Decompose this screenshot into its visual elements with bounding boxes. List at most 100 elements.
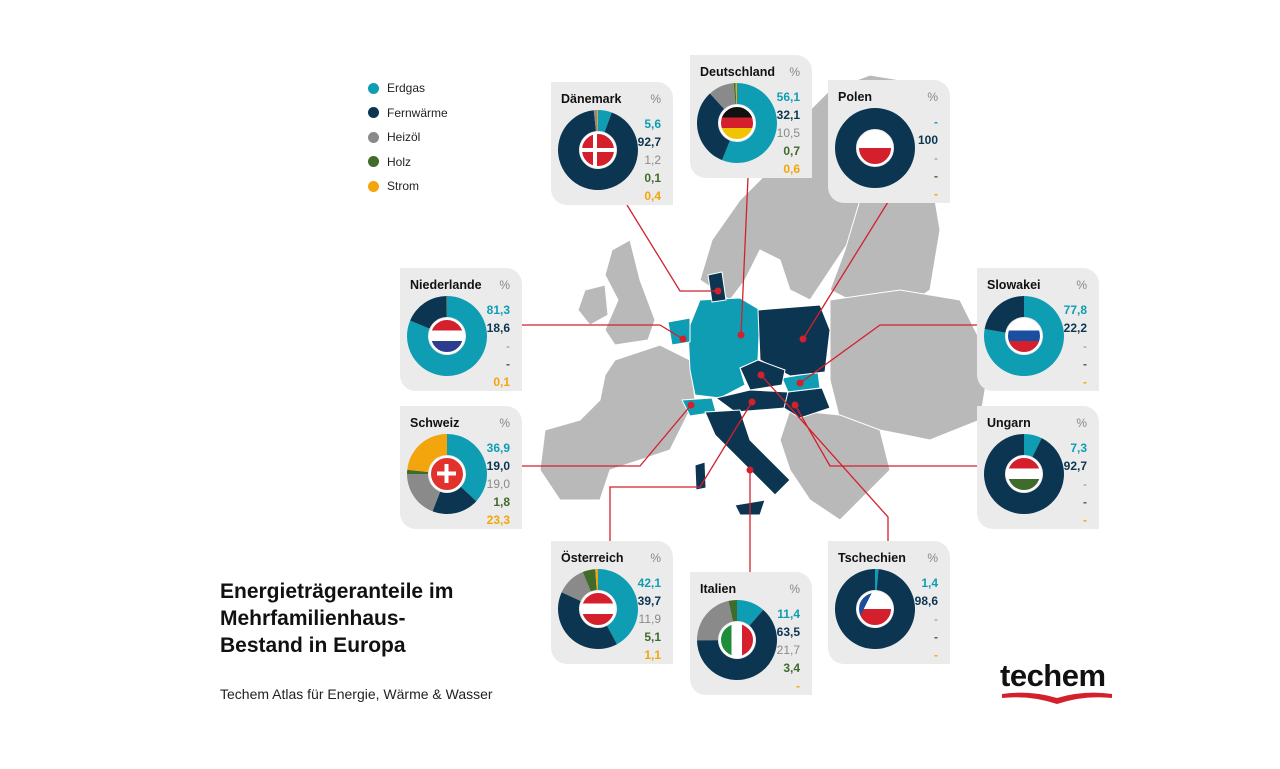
donut-chart <box>984 434 1064 514</box>
connector-line <box>609 401 753 541</box>
denmark-flag-icon <box>580 132 616 168</box>
value-strom: 0,1 <box>493 375 510 389</box>
donut-slice-strom <box>735 83 737 105</box>
value-strom: 23,3 <box>486 513 510 527</box>
value-erdgas: 1,4 <box>921 576 938 590</box>
donut-chart <box>697 83 777 163</box>
value-heizöl: 10,5 <box>776 126 800 140</box>
donut-slice-fernwärme <box>984 434 1064 514</box>
donut-slice-fernwärme <box>697 609 777 680</box>
country-name: Dänemark <box>561 92 622 106</box>
value-erdgas: - <box>934 115 938 129</box>
value-list: 36,9 19,0 19,0 1,8 23,3 <box>487 439 510 529</box>
location-dot <box>679 335 687 343</box>
value-erdgas: 7,3 <box>1070 441 1087 455</box>
map-ireland <box>577 284 609 326</box>
donut-slice-fernwärme <box>410 296 447 329</box>
connector-line <box>522 324 684 340</box>
country-card: Niederlande % 81,3 18,6 - - 0,1 <box>400 268 522 391</box>
value-fernwärme: 32,1 <box>776 108 800 122</box>
country-card: Tschechien % 1,4 98,6 - - - <box>828 541 950 664</box>
value-holz: 5,1 <box>644 630 661 644</box>
donut-slice-erdgas <box>598 110 612 133</box>
unit-label: % <box>499 416 510 430</box>
techem-logo: techem <box>1000 660 1114 706</box>
donut-slice-strom <box>596 110 598 132</box>
donut-slice-erdgas <box>1024 434 1042 457</box>
map-uk <box>604 239 656 346</box>
map-balkans <box>779 409 891 521</box>
donut-slice-erdgas <box>407 296 487 376</box>
connector-line <box>760 374 889 541</box>
legend-swatch <box>368 82 379 94</box>
donut-slice-fernwärme <box>558 110 638 190</box>
legend-label: Holz <box>387 154 412 169</box>
value-erdgas: 77,8 <box>1063 303 1087 317</box>
location-dot <box>799 335 807 343</box>
donut-slice-fernwärme <box>697 93 730 161</box>
donut-slice-erdgas <box>722 83 777 163</box>
country-card: Schweiz % 36,9 19,0 19,0 1,8 23,3 <box>400 406 522 529</box>
logo-text: techem <box>1000 658 1106 693</box>
netherlands-flag-icon <box>429 318 465 354</box>
country-name: Italien <box>700 582 737 596</box>
donut-slice-strom <box>407 434 447 472</box>
location-dot <box>746 466 754 474</box>
unit-label: % <box>1076 278 1087 292</box>
location-dot <box>796 379 804 387</box>
value-list: 7,3 92,7 - - - <box>1064 439 1087 529</box>
value-fernwärme: 22,2 <box>1063 321 1087 335</box>
value-holz: 0,7 <box>783 144 800 158</box>
country-card: Deutschland % 56,1 32,1 10,5 0,7 0,6 <box>690 55 812 178</box>
connector-line <box>799 324 977 384</box>
unit-label: % <box>499 278 510 292</box>
connector-line <box>522 404 692 467</box>
italy-flag-icon <box>719 622 755 658</box>
country-card: Italien % 11,4 63,5 21,7 3,4 - <box>690 572 812 695</box>
poland-flag-icon <box>857 130 893 166</box>
value-list: 1,4 98,6 - - - <box>915 574 938 664</box>
legend-swatch <box>368 180 379 192</box>
donut-chart <box>697 600 777 680</box>
legend-item: Fernwärme <box>368 101 448 126</box>
donut-chart <box>407 296 487 376</box>
location-dot <box>748 398 756 406</box>
value-heizöl: - <box>934 151 938 165</box>
donut-slice-erdgas <box>984 296 1064 376</box>
donut-slice-fernwärme <box>835 108 915 188</box>
unit-label: % <box>927 90 938 104</box>
donut-slice-holz <box>728 600 737 622</box>
donut-chart <box>558 110 638 190</box>
value-fernwärme: 92,7 <box>637 135 661 149</box>
value-erdgas: 11,4 <box>777 607 800 621</box>
location-dot <box>757 371 765 379</box>
value-strom: 0,6 <box>783 162 800 176</box>
connector-line <box>740 177 749 336</box>
value-heizöl: 21,7 <box>776 643 800 657</box>
legend-label: Fernwärme <box>387 105 448 120</box>
donut-slice-erdgas <box>447 434 487 502</box>
value-fernwärme: 63,5 <box>776 625 800 639</box>
map-hungary <box>783 387 831 419</box>
legend-swatch <box>368 107 379 119</box>
legend-swatch <box>368 131 379 143</box>
subtitle: Techem Atlas für Energie, Wärme & Wasser <box>220 686 493 702</box>
value-holz: - <box>1083 495 1087 509</box>
donut-slice-heizöl <box>593 110 598 132</box>
donut-slice-fernwärme <box>984 296 1024 333</box>
country-card: Dänemark % 5,6 92,7 1,2 0,1 0,4 <box>551 82 673 205</box>
czechia-flag-icon <box>857 591 893 627</box>
donut-chart <box>835 108 915 188</box>
value-list: 5,6 92,7 1,2 0,1 0,4 <box>638 115 661 205</box>
legend: Erdgas Fernwärme Heizöl Holz Strom <box>368 76 448 199</box>
value-erdgas: 42,1 <box>637 576 661 590</box>
legend-item: Holz <box>368 150 448 175</box>
value-erdgas: 5,6 <box>644 117 661 131</box>
value-strom: - <box>796 679 800 693</box>
unit-label: % <box>650 551 661 565</box>
value-heizöl: 11,9 <box>638 612 661 626</box>
country-card: Österreich % 42,1 39,7 11,9 5,1 1,1 <box>551 541 673 664</box>
location-dot <box>714 287 722 295</box>
value-heizöl: 19,0 <box>486 477 510 491</box>
donut-slice-holz <box>596 110 598 132</box>
